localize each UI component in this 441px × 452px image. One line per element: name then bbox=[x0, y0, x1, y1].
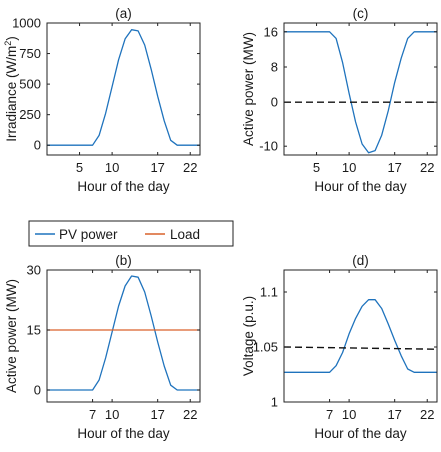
y-axis-label: Irradiance (W/m2) bbox=[3, 36, 19, 142]
x-tick-label: 17 bbox=[387, 160, 401, 175]
legend: PV power Load bbox=[28, 220, 234, 247]
x-tick-label: 10 bbox=[342, 407, 356, 422]
x-tick-label: 10 bbox=[342, 160, 356, 175]
panel-title: (a) bbox=[115, 6, 132, 21]
axes-box bbox=[46, 269, 201, 403]
y-tick-label: 1.05 bbox=[253, 340, 278, 355]
x-axis-label: Hour of the day bbox=[314, 179, 407, 194]
x-tick-label: 7 bbox=[89, 407, 96, 422]
x-tick-label: 10 bbox=[105, 407, 119, 422]
panel-title: (b) bbox=[115, 253, 132, 268]
x-tick-label: 17 bbox=[387, 407, 401, 422]
legend-load-label: Load bbox=[170, 227, 200, 242]
legend-pv-label: PV power bbox=[59, 227, 118, 242]
x-tick-label: 22 bbox=[420, 407, 434, 422]
panel-a: 5 10 17 22 0 250 500 750 1000 (a) Hour of the day I… bbox=[3, 6, 201, 194]
x-tick-label: 22 bbox=[183, 407, 197, 422]
y-tick-label: 15 bbox=[27, 323, 41, 338]
y-axis-label: Active power (MW) bbox=[241, 32, 256, 146]
x-tick-label: 5 bbox=[76, 160, 83, 175]
y-tick-label: 0 bbox=[34, 383, 41, 398]
series-pv-line bbox=[284, 299, 437, 373]
series-ref-line bbox=[283, 346, 438, 350]
panel-title: (c) bbox=[353, 6, 369, 21]
x-axis-label: Hour of the day bbox=[314, 426, 407, 441]
x-tick-label: 22 bbox=[183, 160, 197, 175]
axes-box bbox=[283, 269, 438, 403]
panel-title: (d) bbox=[352, 253, 369, 268]
y-tick-label: 8 bbox=[271, 60, 278, 75]
panel-d: 7 10 17 22 1 1.05 1.1 (d) Hour of the day Voltage… bbox=[241, 253, 438, 441]
y-tick-label: 1000 bbox=[12, 16, 41, 31]
x-tick-label: 17 bbox=[150, 407, 164, 422]
panel-b: 7 10 17 22 0 15 30 (b) Hour of the day Active pow… bbox=[4, 253, 201, 441]
panel-c: 5 10 17 22 -10 0 8 16 (c) Hour of the day Active p… bbox=[241, 6, 438, 194]
y-tick-label: 0 bbox=[34, 138, 41, 153]
series-pv-line bbox=[47, 275, 200, 391]
y-tick-label: 750 bbox=[19, 46, 41, 61]
x-tick-label: 7 bbox=[326, 407, 333, 422]
y-tick-label: 16 bbox=[264, 24, 278, 39]
legend-box bbox=[28, 220, 234, 247]
y-tick-label: 30 bbox=[27, 263, 41, 278]
y-tick-label: 1.1 bbox=[260, 285, 278, 300]
y-tick-label: 500 bbox=[19, 77, 41, 92]
x-tick-label: 10 bbox=[105, 160, 119, 175]
x-axis-label: Hour of the day bbox=[77, 179, 170, 194]
axes-box bbox=[46, 22, 201, 156]
x-axis-label: Hour of the day bbox=[77, 426, 170, 441]
y-tick-label: 250 bbox=[19, 107, 41, 122]
y-axis-label: Voltage (p.u.) bbox=[241, 296, 256, 376]
axes-box bbox=[283, 22, 438, 156]
y-tick-label: 0 bbox=[271, 95, 278, 110]
y-tick-label: 1 bbox=[271, 395, 278, 410]
x-tick-label: 17 bbox=[150, 160, 164, 175]
y-axis-label: Active power (MW) bbox=[4, 279, 19, 393]
x-tick-label: 22 bbox=[420, 160, 434, 175]
series-pv-line bbox=[284, 31, 437, 154]
x-tick-label: 5 bbox=[313, 160, 320, 175]
series-pv-line bbox=[47, 29, 200, 146]
y-tick-label: -10 bbox=[259, 139, 278, 154]
